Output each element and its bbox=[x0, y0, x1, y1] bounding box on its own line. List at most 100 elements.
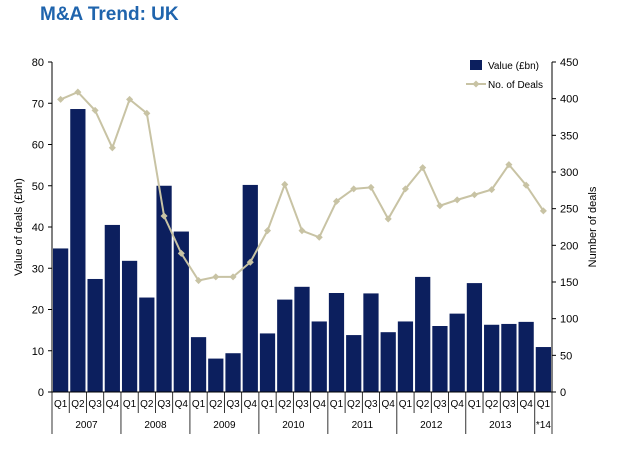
bar bbox=[294, 286, 310, 392]
x-tick-label: Q2 bbox=[140, 399, 154, 410]
x-tick-label: Q3 bbox=[433, 399, 447, 410]
deals-point bbox=[470, 191, 478, 199]
x-group-label: 2008 bbox=[144, 420, 167, 431]
deals-point bbox=[126, 95, 134, 103]
bar bbox=[104, 224, 120, 392]
y2-tick-label: 150 bbox=[560, 277, 578, 289]
y-tick-label: 0 bbox=[38, 387, 44, 399]
y-tick-label: 70 bbox=[32, 98, 44, 110]
bar bbox=[225, 353, 241, 392]
deals-point bbox=[212, 273, 220, 281]
deals-point bbox=[74, 88, 82, 96]
x-group-label: 2010 bbox=[282, 420, 305, 431]
deals-point bbox=[160, 212, 168, 220]
x-tick-label: Q2 bbox=[485, 399, 499, 410]
deals-point bbox=[419, 164, 427, 172]
bar bbox=[501, 323, 517, 392]
bar bbox=[380, 332, 396, 392]
bar bbox=[121, 260, 138, 392]
deals-point bbox=[367, 183, 375, 191]
x-group-label: 2013 bbox=[489, 420, 512, 431]
deals-point bbox=[281, 180, 289, 189]
bar bbox=[173, 231, 189, 392]
x-tick-label: Q2 bbox=[209, 399, 223, 410]
deals-point bbox=[522, 181, 530, 189]
x-tick-label: Q1 bbox=[261, 399, 275, 410]
x-tick-label: Q4 bbox=[313, 399, 327, 410]
deals-point bbox=[453, 196, 461, 204]
x-group-label: 2011 bbox=[352, 420, 374, 431]
bar bbox=[484, 324, 500, 392]
x-group-label: *14 bbox=[536, 420, 551, 431]
legend-bar-swatch bbox=[470, 60, 482, 70]
x-tick-label: Q2 bbox=[278, 399, 292, 410]
bar bbox=[432, 326, 448, 392]
deals-point bbox=[401, 185, 409, 193]
deals-point bbox=[91, 106, 99, 114]
x-tick-label: Q4 bbox=[244, 399, 258, 410]
x-tick-label: Q1 bbox=[54, 399, 68, 410]
x-tick-label: Q1 bbox=[537, 399, 551, 410]
bar bbox=[449, 313, 465, 392]
y-axis-label: Value of deals (£bn) bbox=[13, 178, 25, 276]
legend-line-label: No. of Deals bbox=[488, 80, 543, 91]
x-tick-label: Q1 bbox=[192, 399, 206, 410]
y2-tick-label: 0 bbox=[560, 387, 566, 399]
x-tick-label: Q1 bbox=[330, 399, 344, 410]
deals-point bbox=[177, 249, 185, 257]
y2-tick-label: 100 bbox=[560, 314, 578, 326]
x-tick-label: Q1 bbox=[123, 399, 137, 410]
deals-point bbox=[436, 202, 444, 210]
y-tick-label: 50 bbox=[32, 181, 44, 193]
deals-point bbox=[195, 276, 203, 285]
deals-point bbox=[350, 185, 358, 193]
x-tick-label: Q1 bbox=[468, 399, 482, 410]
bar bbox=[190, 337, 207, 392]
x-tick-label: Q3 bbox=[295, 399, 309, 410]
x-tick-label: Q3 bbox=[157, 399, 171, 410]
bar bbox=[277, 299, 293, 392]
bar bbox=[53, 248, 69, 392]
deals-point bbox=[488, 186, 496, 194]
y-tick-label: 30 bbox=[32, 263, 44, 275]
y2-tick-label: 450 bbox=[560, 57, 578, 69]
bar bbox=[259, 333, 276, 392]
y2-tick-label: 250 bbox=[560, 204, 578, 216]
bar bbox=[242, 184, 258, 392]
x-tick-label: Q1 bbox=[399, 399, 413, 410]
bar bbox=[518, 321, 534, 392]
y2-tick-label: 300 bbox=[560, 167, 578, 179]
legend-bar-label: Value (£bn) bbox=[488, 61, 539, 72]
legend-line-marker bbox=[472, 80, 480, 88]
y-tick-label: 80 bbox=[32, 57, 44, 69]
deals-point bbox=[57, 95, 65, 103]
x-tick-label: Q4 bbox=[519, 399, 533, 410]
y2-tick-label: 400 bbox=[560, 94, 578, 106]
y-tick-label: 40 bbox=[32, 222, 44, 234]
deals-point bbox=[246, 258, 254, 266]
x-tick-label: Q3 bbox=[502, 399, 516, 410]
bar bbox=[328, 293, 345, 392]
chart-title: M&A Trend: UK bbox=[40, 4, 179, 25]
y-tick-label: 20 bbox=[32, 305, 44, 317]
bar bbox=[87, 278, 103, 392]
x-tick-label: Q4 bbox=[451, 399, 465, 410]
bar bbox=[208, 358, 224, 392]
deals-point bbox=[229, 273, 237, 281]
deals-point bbox=[298, 227, 306, 235]
bar bbox=[466, 283, 483, 392]
deals-point bbox=[384, 215, 392, 223]
deals-point bbox=[263, 227, 272, 235]
deals-line bbox=[60, 90, 545, 282]
bar bbox=[139, 297, 155, 392]
bar bbox=[415, 276, 431, 392]
x-tick-label: Q3 bbox=[226, 399, 240, 410]
y2-tick-label: 50 bbox=[560, 350, 572, 362]
bar bbox=[156, 185, 172, 392]
x-tick-label: Q4 bbox=[106, 399, 120, 410]
x-tick-label: Q2 bbox=[71, 399, 85, 410]
x-tick-label: Q4 bbox=[175, 399, 189, 410]
y-tick-label: 60 bbox=[32, 140, 44, 152]
deals-point bbox=[143, 109, 151, 117]
